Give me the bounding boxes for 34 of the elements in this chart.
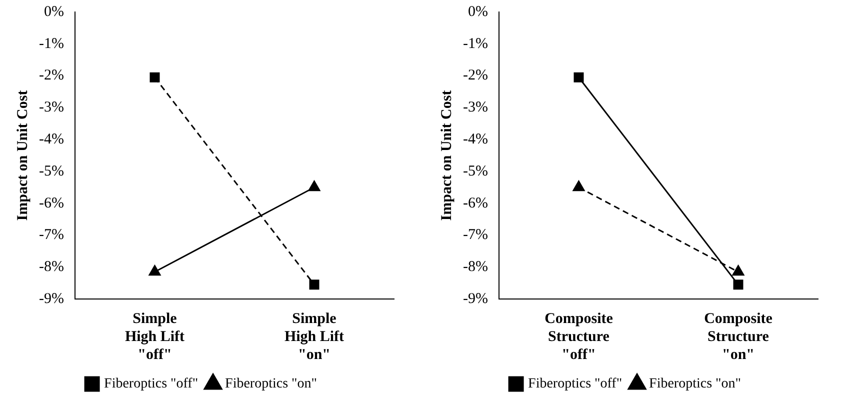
legend-label: Fiberoptics "on" xyxy=(225,376,317,392)
x-tick-label: Simple High Lift "on" xyxy=(284,310,344,363)
point xyxy=(574,72,584,82)
y-tick-label: -4% xyxy=(462,131,488,148)
y-tick-label: -5% xyxy=(462,163,488,180)
y-tick-label: -9% xyxy=(462,290,488,307)
y-tick-label: -1% xyxy=(462,36,488,52)
x-tick-label: Simple High Lift "off" xyxy=(124,310,185,363)
y-tick-label: -8% xyxy=(462,259,488,276)
y-tick-label: -7% xyxy=(462,227,488,244)
y-tick-label: -6% xyxy=(462,195,488,212)
y-tick-label: -5% xyxy=(38,163,64,180)
y-axis-title: Impact on Unit Cost xyxy=(438,90,455,221)
legend-label: Fiberoptics "on" xyxy=(649,376,741,392)
y-axis-title: Impact on Unit Cost xyxy=(14,90,31,221)
legend-label: Fiberoptics "off" xyxy=(528,376,622,392)
y-tick-label: -8% xyxy=(38,259,64,276)
y-tick-label: -4% xyxy=(38,131,64,148)
y-tick-label: -6% xyxy=(38,195,64,212)
x-tick-label: Composite Structure "on" xyxy=(704,310,773,363)
x-tick-label: Composite Structure "off" xyxy=(544,310,614,363)
y-tick-label: -2% xyxy=(462,68,488,84)
y-tick-label: -2% xyxy=(38,68,64,84)
y-tick-label: 0% xyxy=(468,4,488,20)
point xyxy=(733,280,744,290)
y-tick-label: -3% xyxy=(38,100,64,116)
legend-label: Fiberoptics "off" xyxy=(104,376,198,392)
point xyxy=(150,72,160,82)
y-tick-label: -7% xyxy=(38,227,64,244)
y-tick-label: -3% xyxy=(462,100,488,116)
y-tick-label: -9% xyxy=(38,290,64,307)
point xyxy=(309,280,320,290)
y-tick-label: -1% xyxy=(38,36,64,52)
y-tick-label: 0% xyxy=(44,4,64,20)
